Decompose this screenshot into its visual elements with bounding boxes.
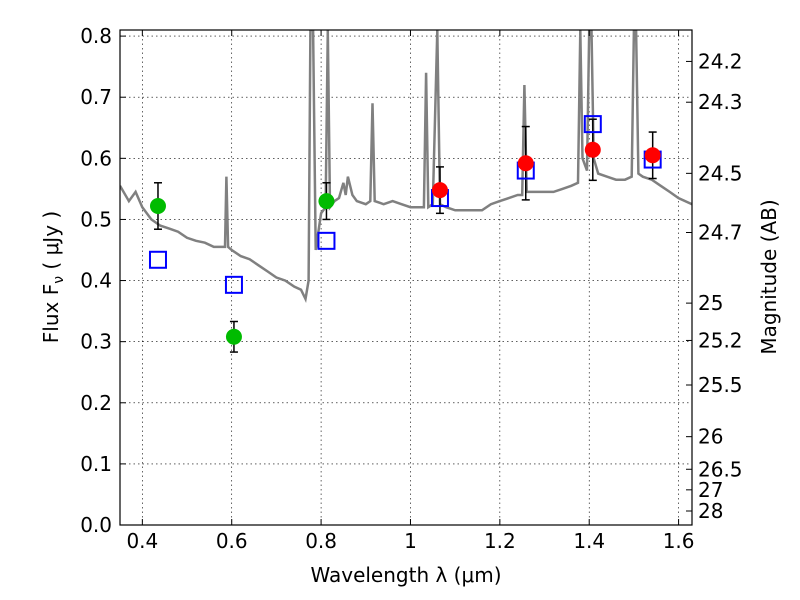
plot-frame (119, 29, 693, 526)
y2-axis-label: Magnitude (AB) (757, 199, 781, 354)
y2-tick-label: 25.5 (698, 373, 743, 397)
y2-tick-label: 24.5 (698, 161, 743, 185)
model-flux-square (148, 250, 167, 269)
y-tick-label: 0.5 (80, 207, 112, 231)
x-tick-label: 1.4 (573, 529, 605, 553)
observed-flux-point (517, 155, 534, 172)
y-tick-label: 0.7 (80, 85, 112, 109)
model-flux-square (224, 275, 243, 294)
x-tick-label: 0.8 (305, 529, 337, 553)
grid (120, 30, 692, 525)
x-tick-label: 1.6 (663, 529, 695, 553)
x-axis-label: Wavelength λ (μm) (310, 563, 501, 587)
y2-tick-label: 25.2 (698, 328, 743, 352)
x-tick-label: 1.2 (484, 529, 516, 553)
observed-flux-point (149, 198, 166, 214)
spectrum-layer (120, 30, 692, 303)
model-flux-square (583, 115, 602, 134)
model-spectrum-line (120, 30, 692, 303)
observed-flux-point (431, 182, 448, 199)
observed-flux-point (644, 147, 661, 164)
model-flux-square (317, 231, 336, 250)
y2-tick-label: 24.2 (698, 49, 743, 73)
y2-tick-label: 24.3 (698, 90, 743, 114)
y-tick-label: 0.0 (80, 513, 112, 537)
y-tick-label: 0.6 (80, 146, 112, 170)
y-tick-label: 0.4 (80, 269, 112, 293)
y-tick-label: 0.1 (80, 452, 112, 476)
y2-tick-label: 27 (698, 478, 723, 502)
x-tick-label: 0.4 (126, 529, 158, 553)
y2-tick-label: 25 (698, 291, 723, 315)
y-tick-label: 0.8 (80, 24, 112, 48)
y-axis-label-sub: ν (51, 276, 67, 284)
observed-flux-point (318, 193, 335, 210)
y2-tick-label: 28 (698, 499, 723, 523)
x-tick-label: 1 (404, 529, 417, 553)
y-tick-label: 0.3 (80, 330, 112, 354)
observed-flux-point (584, 141, 601, 158)
y-axis-label: Flux Fν ( μJy ) (39, 211, 67, 343)
y2-tick-label: 26.5 (698, 457, 743, 481)
y2-tick-label: 26 (698, 425, 723, 449)
y2-tick-label: 24.7 (698, 221, 743, 245)
y-tick-labels: 0.0 0.1 0.2 0.3 0.4 0.5 0.6 0.7 0.8 (80, 24, 112, 537)
ticks (120, 30, 692, 526)
x-tick-label: 0.6 (216, 529, 248, 553)
photometry-point-layer (149, 141, 661, 345)
model-square-layer (148, 115, 662, 294)
x-tick-labels: 0.4 0.6 0.8 1 1.2 1.4 1.6 (126, 529, 694, 553)
observed-flux-point (225, 328, 242, 345)
y-tick-label: 0.2 (80, 391, 112, 415)
